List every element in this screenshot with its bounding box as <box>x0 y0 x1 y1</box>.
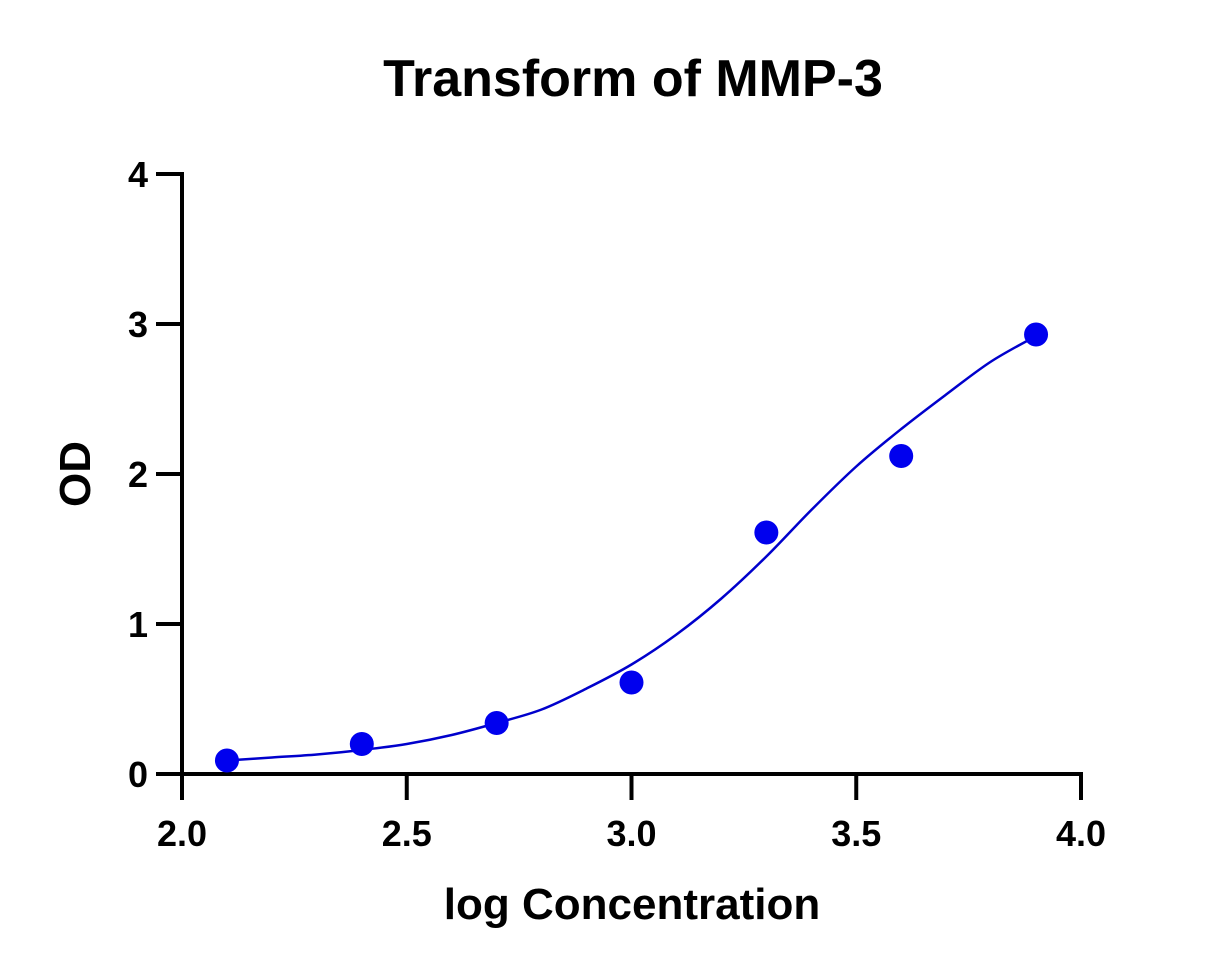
x-tick-label: 3.0 <box>606 813 656 854</box>
x-tick-label: 2.5 <box>382 813 432 854</box>
x-tick-label: 4.0 <box>1056 813 1106 854</box>
y-tick-label: 0 <box>128 754 148 795</box>
y-tick-label: 3 <box>128 304 148 345</box>
x-axis-title: log Concentration <box>444 880 820 929</box>
fit-curve <box>226 334 1037 762</box>
data-point <box>889 444 914 468</box>
data-point <box>1024 322 1049 347</box>
x-tick-label: 2.0 <box>157 813 207 854</box>
x-axis-ticks: 2.0 2.5 3.0 3.5 4.0 <box>157 774 1106 854</box>
x-tick-label: 3.5 <box>831 813 881 854</box>
data-points <box>214 322 1049 773</box>
y-axis-title: OD <box>51 441 100 507</box>
data-point <box>619 670 644 695</box>
y-axis-ticks: 0 1 2 3 4 <box>128 154 182 795</box>
data-point <box>484 711 509 735</box>
y-tick-label: 1 <box>128 604 148 645</box>
data-point <box>349 732 374 756</box>
data-point <box>754 520 779 545</box>
data-point <box>214 748 239 773</box>
y-tick-label: 2 <box>128 454 148 495</box>
y-tick-label: 4 <box>128 154 148 195</box>
chart-title: Transform of MMP-3 <box>383 50 883 108</box>
